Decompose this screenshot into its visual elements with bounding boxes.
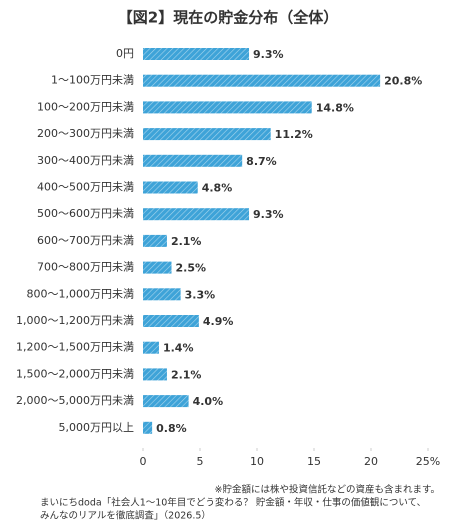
bar — [143, 74, 381, 87]
value-label: 2.5% — [176, 262, 207, 275]
y-tick-label: 500〜600万円未満 — [37, 207, 134, 220]
bar — [143, 341, 159, 354]
value-label: 9.3% — [253, 208, 284, 221]
value-label: 4.9% — [203, 315, 234, 328]
y-tick-label: 1,000〜1,200万円未満 — [16, 314, 134, 327]
y-tick-label: 300〜400万円未満 — [37, 154, 134, 167]
value-label: 2.1% — [171, 368, 202, 381]
x-tick-label: 25% — [416, 455, 440, 468]
y-tick-label: 0円 — [116, 47, 134, 60]
bar — [143, 154, 243, 167]
value-label: 11.2% — [275, 128, 313, 141]
y-tick-label: 2,000〜5,000万円未満 — [16, 394, 134, 407]
x-tick-label: 10 — [250, 455, 264, 468]
bar — [143, 181, 198, 194]
y-tick-label: 600〜700万円未満 — [37, 234, 134, 247]
bar — [143, 315, 199, 327]
bar — [143, 234, 167, 247]
y-tick-label: 200〜300万円未満 — [37, 127, 134, 140]
annotation: みんなのリアルを徹底調査」（2026.5） — [40, 510, 211, 522]
annotation: ※貯金額には株や投資信託などの資産も含まれます。 — [214, 484, 440, 496]
value-label: 9.3% — [253, 48, 284, 61]
bar — [143, 368, 167, 381]
bar — [143, 421, 153, 434]
bar — [143, 101, 312, 114]
x-tick-label: 0 — [140, 455, 147, 468]
value-label: 8.7% — [246, 155, 277, 168]
value-label: 0.8% — [156, 422, 187, 435]
bar — [143, 208, 250, 221]
bar — [143, 288, 181, 301]
value-label: 14.8% — [316, 101, 354, 114]
y-tick-label: 5,000万円以上 — [59, 421, 135, 434]
y-tick-label: 1〜100万円未満 — [51, 74, 134, 87]
chart-title: 【図2】現在の貯金分布（全体） — [118, 9, 338, 27]
value-label: 4.0% — [193, 395, 224, 408]
x-tick-label: 5 — [197, 455, 204, 468]
y-tick-label: 800〜1,000万円未満 — [27, 287, 135, 300]
bar — [143, 48, 250, 60]
bar — [143, 395, 189, 408]
x-tick-label: 20 — [364, 455, 378, 468]
value-label: 3.3% — [185, 288, 216, 301]
y-tick-label: 400〜500万円未満 — [37, 181, 134, 194]
x-tick-label: 15 — [307, 455, 321, 468]
annotation: まいにちdoda「社会人1〜10年目でどう変わる？ 貯金額・年収・仕事の価値観に… — [40, 497, 426, 509]
value-label: 1.4% — [163, 342, 194, 355]
y-tick-label: 100〜200万円未満 — [37, 100, 134, 113]
bar — [143, 128, 271, 141]
y-tick-label: 700〜800万円未満 — [37, 261, 134, 274]
value-label: 4.8% — [202, 182, 233, 195]
value-label: 20.8% — [384, 75, 422, 88]
y-tick-label: 1,500〜2,000万円未満 — [16, 367, 134, 380]
bar — [143, 261, 172, 274]
y-tick-label: 1,200〜1,500万円未満 — [16, 341, 134, 354]
value-label: 2.1% — [171, 235, 202, 248]
